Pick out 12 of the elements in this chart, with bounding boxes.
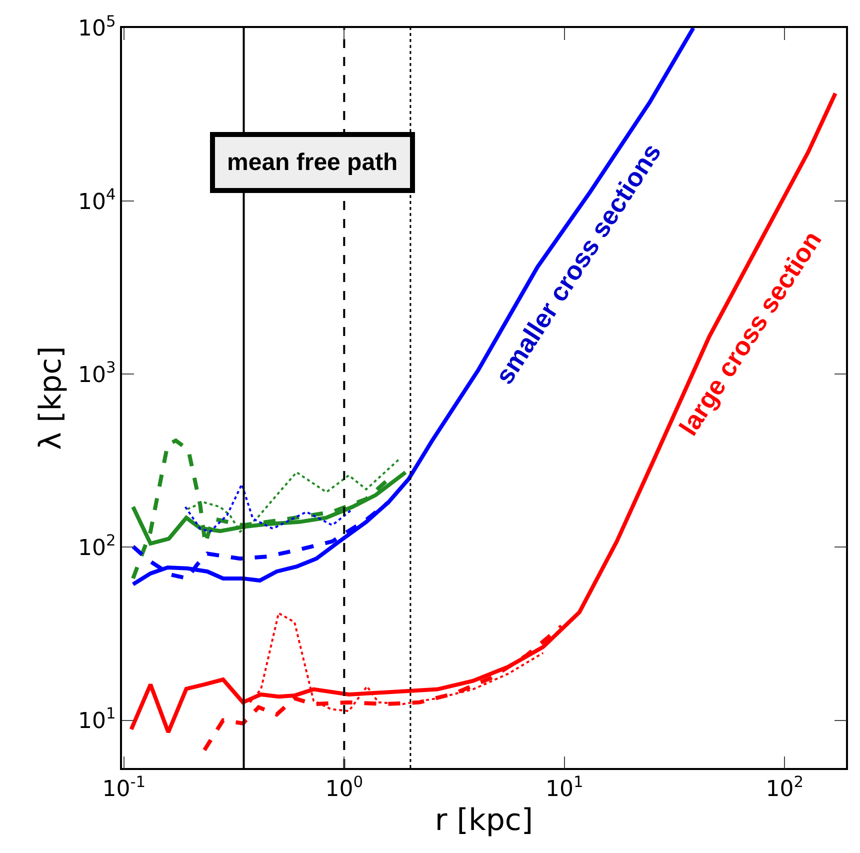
annotation: mean free path bbox=[227, 149, 398, 176]
y-axis-title: λ [kpc] bbox=[34, 346, 69, 450]
y-tick-label: 10$^{1}$ bbox=[78, 704, 116, 734]
x-tick-label: 10$^{0}$ bbox=[325, 772, 364, 802]
x-tick-label: 10$^{2}$ bbox=[766, 772, 804, 802]
x-tick-label: 10$^{-1}$ bbox=[102, 772, 146, 802]
x-tick-label: 10$^{1}$ bbox=[545, 772, 584, 802]
x-axis-title: r [kpc] bbox=[434, 803, 534, 838]
y-tick-label: 10$^{5}$ bbox=[78, 12, 116, 42]
y-tick-label: 10$^{3}$ bbox=[78, 358, 116, 388]
y-tick-label: 10$^{2}$ bbox=[78, 532, 116, 561]
y-tick-label: 10$^{4}$ bbox=[78, 186, 116, 215]
